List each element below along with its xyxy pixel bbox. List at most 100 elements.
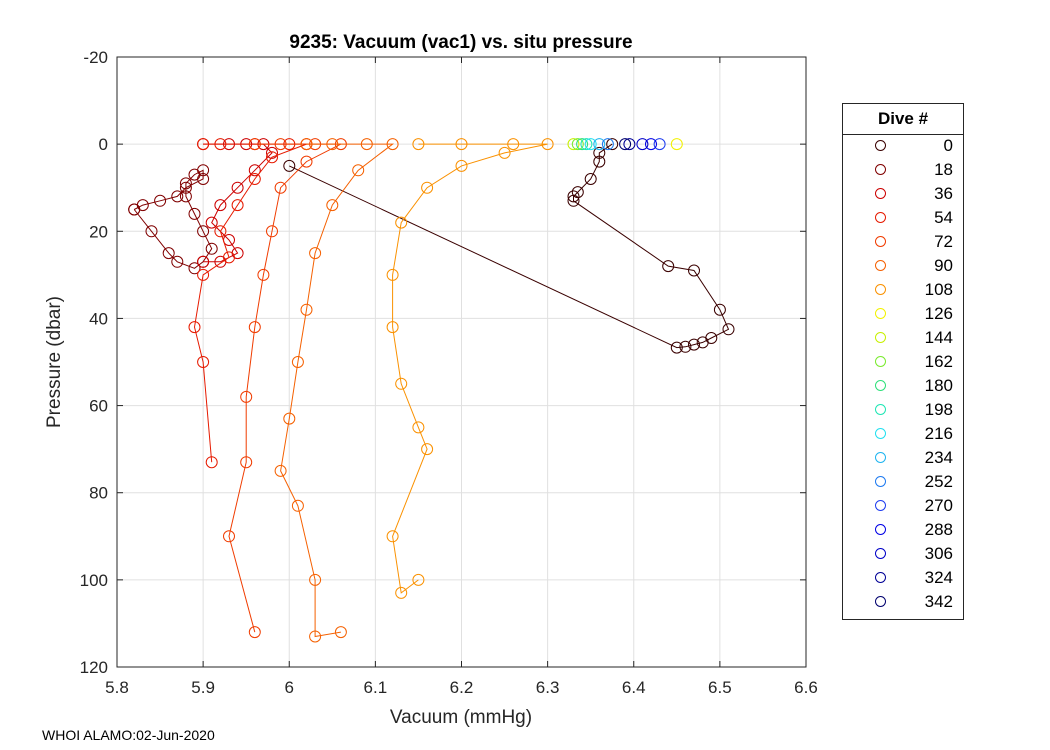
data-point [606, 138, 619, 151]
legend-marker-icon [875, 476, 886, 487]
data-point [395, 586, 408, 599]
series-dive-216 [584, 138, 597, 151]
series-dive-252 [601, 138, 614, 151]
data-point [619, 138, 632, 151]
data-point [188, 207, 201, 220]
data-point [498, 146, 511, 159]
y-tick-label: -20 [83, 48, 108, 67]
y-tick-label: 40 [89, 309, 108, 328]
data-point [688, 338, 700, 351]
data-point [722, 323, 735, 336]
legend-label: 36 [934, 184, 953, 203]
data-point [171, 190, 184, 203]
data-point [128, 203, 141, 216]
legend-item: 54 [843, 207, 963, 231]
series-dive-342 [619, 138, 632, 151]
legend-label: 198 [924, 400, 953, 419]
data-point [300, 138, 313, 151]
data-point [360, 138, 373, 151]
series-line [280, 143, 395, 638]
data-point [274, 181, 287, 194]
data-point [713, 303, 726, 316]
data-point [421, 443, 434, 456]
data-point [188, 262, 201, 275]
legend: Dive # 0 18 36 54 72 90 108 126 144 162 180 198 216 2… [842, 103, 964, 620]
legend-marker-icon [875, 164, 886, 175]
y-axis-label: Pressure (dbar) [44, 296, 65, 428]
series-line [203, 143, 273, 263]
y-tick-label: 120 [80, 658, 108, 677]
legend-item: 180 [843, 375, 963, 399]
y-tick-label: 20 [89, 222, 108, 241]
axis-ticks: 5.8 5.9 6 6.1 6.2 6.3 6.4 6.5 6.6 -20 0 20 40 60 80 100… [80, 48, 818, 697]
data-point [291, 499, 304, 512]
legend-label: 342 [924, 592, 953, 611]
series-dive-72 [223, 138, 347, 639]
data-point [154, 194, 167, 207]
data-point [266, 151, 278, 164]
data-point [567, 194, 580, 207]
legend-item: 252 [843, 471, 963, 495]
legend-item: 36 [843, 183, 963, 207]
data-point [386, 268, 399, 281]
legend-marker-icon [875, 332, 886, 343]
data-point [576, 138, 589, 151]
data-series [128, 138, 735, 643]
legend-label: 324 [924, 568, 953, 587]
data-point [223, 251, 235, 264]
data-point [593, 138, 606, 151]
data-point [670, 341, 683, 354]
data-point [274, 464, 287, 477]
data-point [248, 321, 261, 334]
data-point [334, 626, 347, 639]
data-point [248, 626, 261, 639]
chart-title: 9235: Vacuum (vac1) vs. situ pressure [289, 32, 632, 53]
data-point [455, 138, 468, 151]
data-point [386, 321, 399, 334]
data-point [214, 138, 227, 151]
data-point [240, 456, 253, 469]
data-point [601, 138, 614, 151]
legend-marker-icon [875, 428, 886, 439]
legend-marker-icon [875, 356, 886, 367]
legend-label: 306 [924, 544, 953, 563]
data-point [309, 573, 322, 586]
data-point [395, 377, 408, 390]
y-tick-label: 0 [99, 135, 108, 154]
x-tick-label: 6.5 [708, 678, 732, 697]
legend-marker-icon [875, 212, 886, 223]
y-tick-label: 80 [89, 484, 108, 503]
legend-label: 234 [924, 448, 953, 467]
legend-label: 216 [924, 424, 953, 443]
data-point [179, 190, 192, 203]
data-point [188, 321, 201, 334]
data-point [248, 173, 261, 185]
data-point [197, 225, 210, 238]
footer-stamp: WHOI ALAMO:02-Jun-2020 [42, 727, 215, 743]
data-point [300, 155, 313, 168]
data-point [412, 138, 425, 151]
legend-item: 324 [843, 567, 963, 591]
series-dive-306 [636, 138, 649, 151]
series-dive-180 [576, 138, 589, 151]
x-tick-label: 6 [285, 678, 294, 697]
legend-label: 72 [934, 232, 953, 251]
data-point [231, 199, 244, 212]
legend-items: 0 18 36 54 72 90 108 126 144 162 180 198 216 234 252 27… [843, 135, 963, 615]
data-point [636, 138, 649, 151]
legend-item: 270 [843, 495, 963, 519]
legend-item: 90 [843, 255, 963, 279]
data-point [645, 138, 657, 151]
data-point [283, 412, 296, 425]
data-point [352, 164, 365, 177]
legend-label: 18 [934, 160, 953, 179]
data-point [197, 138, 210, 151]
data-point [248, 138, 261, 151]
data-point [188, 168, 201, 181]
legend-item: 126 [843, 303, 963, 327]
legend-item: 216 [843, 423, 963, 447]
data-point [567, 190, 580, 203]
data-point [412, 573, 425, 586]
y-tick-label: 100 [80, 571, 108, 590]
data-point [274, 138, 287, 151]
